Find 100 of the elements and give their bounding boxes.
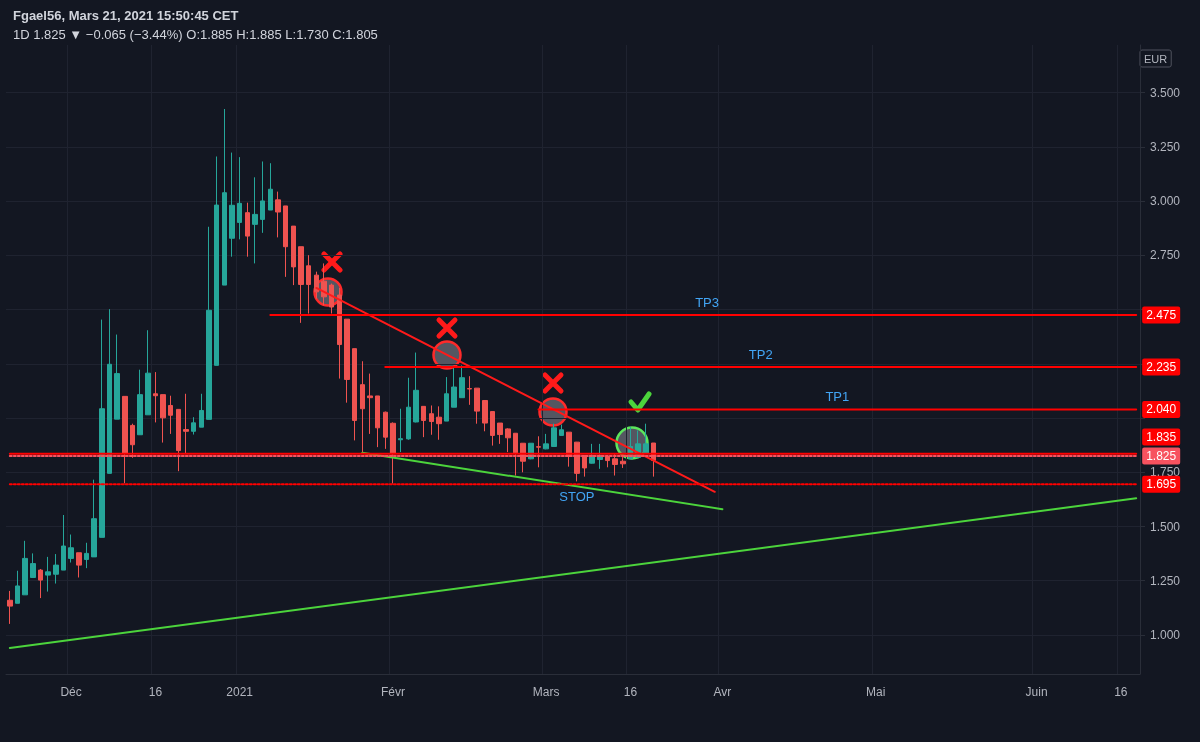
candlestick [513, 432, 518, 477]
candlestick [176, 408, 181, 472]
x-tick-label: Mars [532, 685, 560, 699]
candlestick [490, 411, 495, 447]
candlestick [298, 246, 304, 324]
x-tick-label: Juin [1025, 685, 1048, 699]
candlestick [245, 202, 250, 258]
candlestick [406, 377, 411, 441]
x-tick-label: Déc [60, 685, 82, 699]
candlestick [168, 395, 173, 435]
candlestick [237, 156, 242, 240]
candlestick [413, 352, 419, 423]
chart-title: Fgael56, Mars 21, 2021 15:50:45 CET [13, 8, 239, 23]
candlestick [7, 590, 13, 625]
candlestick [114, 334, 120, 420]
candlestick [536, 435, 541, 468]
candlestick [398, 408, 403, 453]
candlestick [497, 422, 503, 445]
candlestick [76, 552, 82, 578]
x-tick-label: 16 [148, 685, 163, 699]
y-tick-label: 1.000 [1150, 627, 1181, 642]
series-label: TP2 [748, 347, 773, 363]
candlestick [260, 160, 265, 234]
candlestick [367, 373, 373, 435]
candlestick [459, 364, 465, 399]
chart-subtitle: 1D 1.825 ▼ −0.065 (−3.44%) O:1.885 H:1.885 L:1.730 C:1.805 [13, 27, 378, 42]
candlestick [306, 254, 311, 315]
candlestick [229, 152, 235, 258]
candlestick [375, 395, 380, 448]
data-label: 2.475 [1146, 308, 1177, 323]
candlestick [268, 162, 273, 211]
candlestick [620, 456, 626, 469]
candlestick [183, 393, 189, 455]
candlestick [122, 395, 128, 484]
data-label: 2.040 [1146, 402, 1177, 417]
candlestick [505, 427, 511, 453]
candlestick [352, 348, 357, 441]
x-tick-label: 16 [1114, 685, 1128, 699]
candlestick [68, 534, 74, 564]
y-tick-label: 1.750 [1150, 465, 1181, 480]
candlestick [38, 568, 43, 599]
candlestick [99, 319, 105, 538]
candlestick [436, 405, 442, 441]
candlestick [421, 405, 426, 438]
y-tick-label: 3.500 [1150, 85, 1181, 100]
candlestick [559, 424, 564, 436]
candlestick [107, 308, 112, 474]
candlestick [383, 411, 388, 450]
candlestick [206, 226, 212, 420]
candlestick [22, 540, 28, 596]
candlestick [30, 552, 36, 578]
candlestick [91, 479, 97, 558]
candlestick [291, 225, 296, 286]
candlestick [130, 423, 135, 459]
candlestick [390, 421, 396, 485]
candlestick [137, 369, 143, 436]
candlestick [53, 553, 59, 585]
series-label: TP1 [825, 389, 850, 405]
candlestick [543, 433, 549, 450]
candlestick [643, 423, 649, 454]
candlestick [191, 416, 196, 436]
candlestick [551, 423, 557, 447]
candlestick [15, 570, 20, 604]
candlestick [214, 155, 219, 366]
candlestick [344, 318, 350, 404]
candlestick [199, 393, 204, 428]
candlestick [145, 329, 151, 416]
x-tick-label: 2021 [226, 685, 254, 699]
candlestick [153, 371, 158, 423]
candlestick [444, 376, 449, 422]
series-label: STOP [559, 489, 595, 505]
candlestick [474, 387, 480, 425]
candlestick [329, 283, 334, 315]
data-label: 1.835 [1146, 430, 1177, 445]
candlestick [337, 287, 342, 380]
x-tick-label: 16 [623, 685, 638, 699]
x-tick-label: Avr [713, 685, 732, 699]
candlestick [429, 404, 434, 436]
candlestick [283, 205, 288, 278]
candlestick [252, 176, 258, 264]
y-tick-label: 1.250 [1150, 573, 1181, 588]
y-axis-title: EUR [1144, 52, 1168, 65]
candlestick [451, 367, 457, 408]
y-tick-label: 1.500 [1150, 519, 1181, 534]
candlestick [61, 514, 66, 571]
candlestick [582, 455, 587, 478]
candlestick [360, 360, 365, 455]
data-label: 2.235 [1146, 360, 1177, 375]
candlestick [84, 542, 89, 569]
candlestick [45, 556, 51, 593]
candlestick [467, 375, 472, 406]
x-tick-label: Mai [865, 685, 886, 699]
y-tick-label: 3.250 [1150, 139, 1181, 154]
data-label: 1.825 [1146, 449, 1177, 464]
candlestick [222, 108, 227, 286]
candlestick [160, 394, 166, 444]
x-tick-label: Févr [380, 685, 405, 699]
data-label: 1.695 [1146, 477, 1177, 492]
y-tick-label: 2.750 [1150, 248, 1181, 263]
candlestick [275, 191, 281, 238]
